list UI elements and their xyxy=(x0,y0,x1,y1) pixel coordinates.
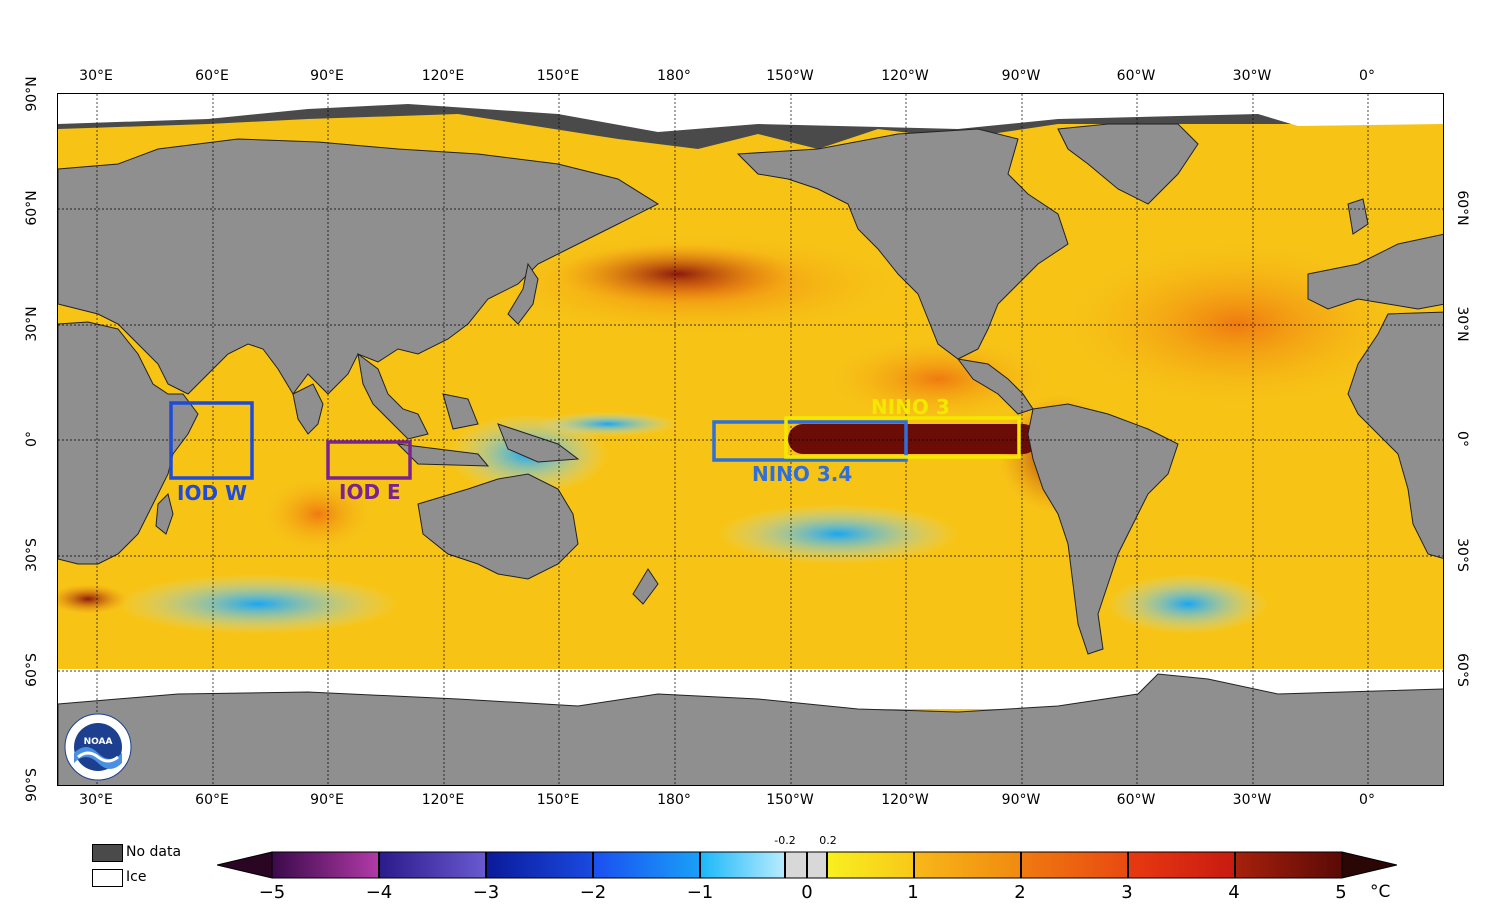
colorbar-tick: −2 xyxy=(579,882,607,903)
north-pacific-hotspot xyxy=(558,244,798,304)
no-data-label: No data xyxy=(126,844,182,860)
lat-tick-right: 60°N xyxy=(1454,190,1470,226)
no-data-swatch xyxy=(92,844,123,862)
lon-tick-bottom: 60°E xyxy=(195,792,229,808)
lat-tick-right: 30°N xyxy=(1454,306,1470,342)
lon-tick-bottom: 120°E xyxy=(421,792,465,808)
lon-tick-bottom: 150°W xyxy=(766,792,814,808)
south-atlantic-cool-patch xyxy=(1108,574,1268,634)
nino34-label: NINO 3.4 xyxy=(752,462,853,486)
lon-tick-top: 0° xyxy=(1359,68,1375,84)
colorbar xyxy=(217,851,1397,879)
colorbar-small-tick: -0.2 xyxy=(774,834,796,847)
lon-tick-bottom: 60°W xyxy=(1116,792,1156,808)
south-atlantic-hotspot xyxy=(58,584,128,614)
noaa-logo-text: NOAA xyxy=(84,737,113,747)
colorbar-small-tick: 0.2 xyxy=(819,834,837,847)
lon-tick-bottom: 0° xyxy=(1359,792,1375,808)
colorbar-tick: −4 xyxy=(365,882,393,903)
lat-tick-left: 90°S xyxy=(24,768,40,802)
lat-tick-right: 0° xyxy=(1454,431,1470,447)
lat-tick-left: 30°N xyxy=(24,306,40,342)
nino3-box xyxy=(784,416,1021,459)
colorbar-tick: −1 xyxy=(686,882,714,903)
nino34-box xyxy=(712,420,908,462)
ice-label: Ice xyxy=(126,869,147,885)
colorbar-tick: 3 xyxy=(1121,882,1133,903)
colorbar-unit: °C xyxy=(1370,882,1391,902)
iod-e-box xyxy=(326,440,412,480)
colorbar-tick: 5 xyxy=(1335,882,1347,903)
ice-swatch xyxy=(92,869,123,887)
lon-tick-bottom: 120°W xyxy=(881,792,929,808)
lon-tick-bottom: 30°E xyxy=(79,792,113,808)
equatorial-pacific-hotspot xyxy=(788,424,1038,454)
colorbar-tick: 1 xyxy=(907,882,919,903)
lat-tick-right: 30°S xyxy=(1454,538,1470,572)
graticule xyxy=(58,94,1443,785)
lon-tick-top: 90°E xyxy=(310,68,344,84)
sst-anomaly-map xyxy=(57,93,1444,786)
iod-w-box xyxy=(169,401,254,480)
colorbar-tick: 2 xyxy=(1014,882,1026,903)
iod-w-label: IOD W xyxy=(177,481,248,505)
lat-tick-left: 90°N xyxy=(24,76,40,112)
lat-tick-left: 60°N xyxy=(24,190,40,226)
lat-tick-right: 60°S xyxy=(1454,653,1470,687)
lon-tick-top: 150°W xyxy=(766,68,814,84)
lon-tick-bottom: 30°W xyxy=(1232,792,1272,808)
lon-tick-top: 30°W xyxy=(1232,68,1272,84)
lon-tick-top: 60°W xyxy=(1116,68,1156,84)
iod-e-label: IOD E xyxy=(339,480,401,504)
lon-tick-bottom: 90°W xyxy=(1001,792,1041,808)
lon-tick-bottom: 90°E xyxy=(310,792,344,808)
indian-ocean-warm-patch xyxy=(258,474,378,554)
east-pacific-warm-patch xyxy=(818,334,1058,424)
colorbar-tick: 0 xyxy=(801,882,813,903)
lat-tick-left: 60°S xyxy=(24,653,40,687)
lon-tick-top: 90°W xyxy=(1001,68,1041,84)
lon-tick-bottom: 180° xyxy=(657,792,691,808)
lon-tick-top: 60°E xyxy=(195,68,229,84)
noaa-logo: NOAA xyxy=(64,713,132,781)
colorbar-tick: −5 xyxy=(258,882,286,903)
nino3-label: NINO 3 xyxy=(871,395,950,419)
equatorial-cool-band xyxy=(538,412,678,436)
lat-tick-left: 30°S xyxy=(24,538,40,572)
land-masses xyxy=(58,123,1443,785)
lon-tick-top: 180° xyxy=(657,68,691,84)
lon-tick-top: 120°E xyxy=(421,68,465,84)
south-pacific-cool-patch xyxy=(718,504,958,564)
southern-indian-cool-patch xyxy=(118,574,398,634)
top-margin xyxy=(58,94,1443,132)
lon-tick-top: 120°W xyxy=(881,68,929,84)
lon-tick-bottom: 150°E xyxy=(536,792,580,808)
colorbar-tick: −3 xyxy=(472,882,500,903)
map-canvas xyxy=(58,94,1443,785)
colorbar-tick: 4 xyxy=(1228,882,1240,903)
lat-tick-left: 0° xyxy=(24,431,40,447)
lon-tick-top: 30°E xyxy=(79,68,113,84)
lon-tick-top: 150°E xyxy=(536,68,580,84)
